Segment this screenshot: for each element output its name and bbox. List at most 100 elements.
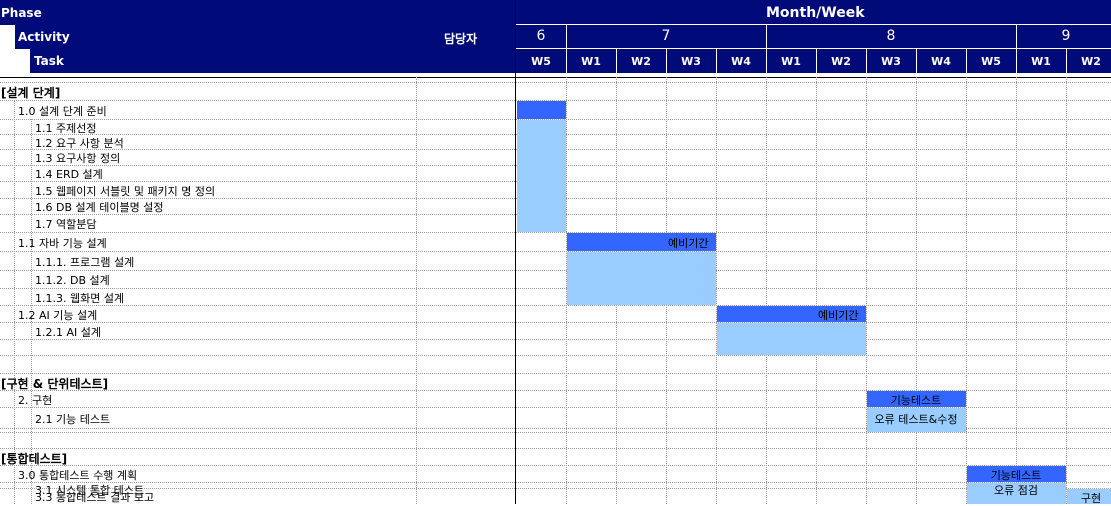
month-separator xyxy=(766,25,767,49)
task-label: 1.3 요구사항 정의 xyxy=(35,152,121,165)
row-line xyxy=(0,288,1111,289)
gantt-bar-label: 예비기간 xyxy=(668,237,709,250)
task-label: 1.2 요구 사항 분석 xyxy=(35,136,124,150)
month-separator xyxy=(566,25,567,49)
row-line xyxy=(0,119,1111,120)
task-label: 1.1.1. 프로그램 설계 xyxy=(35,255,135,269)
week-column-line xyxy=(716,77,717,504)
task-label: 1.7 역할분담 xyxy=(35,218,97,231)
gantt-bar-secondary xyxy=(1067,489,1111,504)
activity-label: 3.0 통합테스트 수행 계획 xyxy=(18,468,138,482)
row-line xyxy=(0,448,1111,449)
row-line xyxy=(0,428,1111,429)
gantt-bar-label: 오류 테스트&수정 xyxy=(874,413,958,426)
week-label: W5 xyxy=(531,55,551,68)
task-label: 3.3 통합테스트 결과 보고 xyxy=(35,491,155,504)
header-month-week: Month/Week xyxy=(766,5,865,21)
row-line xyxy=(0,390,1111,391)
month-separator xyxy=(1016,25,1017,49)
row-line xyxy=(0,407,1111,408)
gantt-bar-secondary xyxy=(567,252,716,305)
week-separator xyxy=(816,49,817,73)
week-column-line xyxy=(916,77,917,504)
phase-label: [통합테스트] xyxy=(1,451,68,466)
row-line xyxy=(0,100,1111,101)
month-label: 8 xyxy=(886,28,896,44)
week-separator xyxy=(966,49,967,73)
row-line xyxy=(0,465,1111,466)
row-line xyxy=(0,432,1111,433)
task-label: 1.5 웹페이지 서블릿 및 패키지 명 정의 xyxy=(35,184,216,198)
week-label: W4 xyxy=(931,55,951,68)
gantt-bar-primary xyxy=(517,101,566,119)
week-column-line xyxy=(866,77,867,504)
header-owner: 담당자 xyxy=(444,32,478,46)
task-label: 1.4 ERD 설계 xyxy=(35,168,103,181)
week-label: W1 xyxy=(781,55,801,68)
row-line xyxy=(0,488,1111,489)
activity-label: 2. 구현 xyxy=(18,393,53,407)
week-separator xyxy=(916,49,917,73)
task-label: 1.1.3. 웹화면 설계 xyxy=(35,291,125,305)
task-label: 1.1.2. DB 설계 xyxy=(35,274,110,287)
week-label: W5 xyxy=(981,55,1001,68)
week-label: W2 xyxy=(831,55,851,68)
week-column-line xyxy=(1016,77,1017,504)
header-activity: Activity xyxy=(18,30,70,44)
gantt-bar-primary xyxy=(867,391,966,407)
header-rule xyxy=(516,48,1111,49)
gantt-bar-label: 기능테스트 xyxy=(990,469,1042,482)
week-label: W3 xyxy=(681,55,701,68)
task-label: 1.6 DB 설계 테이블명 설정 xyxy=(35,201,164,214)
gantt-bar-label: 기능테스트 xyxy=(890,394,942,407)
week-label: W1 xyxy=(1031,55,1051,68)
row-line xyxy=(0,232,1111,233)
week-label: W4 xyxy=(731,55,751,68)
week-separator xyxy=(1066,49,1067,73)
chart-left-border xyxy=(515,0,516,504)
task-label: 3.1 시스템 통합 테스트 xyxy=(35,484,144,497)
week-separator xyxy=(716,49,717,73)
activity-label: 1.1 자바 기능 설계 xyxy=(18,236,107,250)
gantt-bar-secondary xyxy=(967,483,1066,504)
week-separator xyxy=(1016,49,1017,73)
week-separator xyxy=(766,49,767,73)
task-label: 2.1 기능 테스트 xyxy=(35,412,111,426)
week-label: W3 xyxy=(881,55,901,68)
indent-guide-1 xyxy=(14,100,15,504)
header-right-bg xyxy=(516,0,1111,73)
header-bottom-rule xyxy=(0,77,1111,78)
week-separator xyxy=(616,49,617,73)
row-line xyxy=(0,305,1111,306)
task-label: 1.2.1 AI 설계 xyxy=(35,325,101,339)
gantt-bar-primary xyxy=(567,233,716,251)
activity-label: 1.0 설계 단계 준비 xyxy=(18,104,107,118)
week-label: W1 xyxy=(581,55,601,68)
row-line xyxy=(0,355,1111,356)
activity-label: 1.2 AI 기능 설계 xyxy=(18,308,98,322)
row-line xyxy=(0,270,1111,271)
gantt-bar-secondary xyxy=(517,120,566,232)
header-left-bg xyxy=(0,0,515,73)
header-task: Task xyxy=(34,54,64,68)
week-separator xyxy=(566,49,567,73)
week-column-line xyxy=(1066,77,1067,504)
header-indent-activity xyxy=(0,25,15,49)
week-column-line xyxy=(816,77,817,504)
row-line xyxy=(0,82,1111,83)
gantt-bar-primary xyxy=(967,466,1066,482)
week-separator xyxy=(666,49,667,73)
month-label: 6 xyxy=(536,28,546,44)
row-line xyxy=(0,373,1111,374)
week-column-line xyxy=(566,77,567,504)
gantt-bar-secondary xyxy=(867,408,966,432)
phase-label: [설계 단계] xyxy=(1,86,61,100)
header-phase: Phase xyxy=(1,6,42,20)
gantt-bar-label: 구현 xyxy=(1080,491,1102,505)
indent-guide-2 xyxy=(31,119,32,504)
week-column-line xyxy=(766,77,767,504)
row-line xyxy=(0,322,1111,323)
gantt-bar-secondary xyxy=(717,323,866,355)
header-rule xyxy=(516,24,1111,25)
